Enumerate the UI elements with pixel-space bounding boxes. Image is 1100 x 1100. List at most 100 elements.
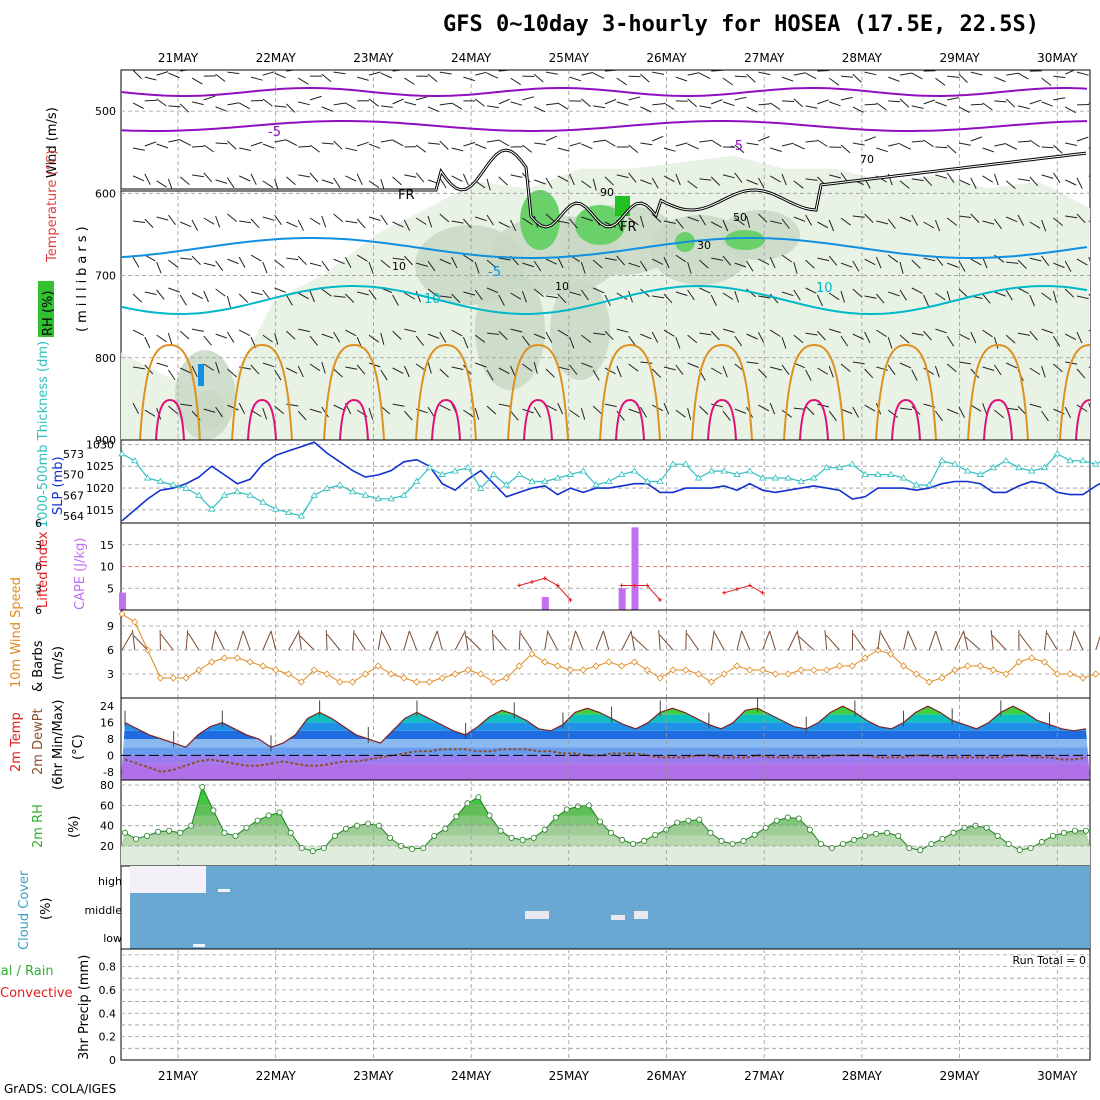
upper-wind-barb <box>404 77 415 85</box>
upper-wind-barb <box>215 288 226 297</box>
upper-wind-barb <box>652 71 665 75</box>
upper-wind-barb <box>380 139 393 143</box>
upper-wind-barb <box>203 290 209 303</box>
upper-wind-barb <box>179 294 187 306</box>
upper-wind-barb <box>805 369 812 381</box>
upper-wind-barb <box>203 144 214 153</box>
upper-wind-barb <box>357 291 369 296</box>
upper-wind-barb <box>887 336 893 349</box>
wind-speed-point <box>1002 670 1010 678</box>
rh-point <box>839 840 846 847</box>
upper-wind-barb <box>462 173 469 186</box>
upper-wind-barb <box>368 289 377 300</box>
upper-wind-barb <box>711 403 724 408</box>
dewpt-line <box>124 748 1087 773</box>
upper-wind-barb <box>286 221 298 228</box>
wind-speed-point <box>1040 658 1049 666</box>
thickness-point <box>810 474 818 481</box>
upper-wind-barb <box>828 292 840 301</box>
upper-wind-barb <box>545 213 556 223</box>
rh-point <box>177 829 184 836</box>
upper-wind-barb <box>982 402 988 415</box>
wind-speed-point <box>131 618 139 626</box>
upper-wind-barb <box>923 221 935 229</box>
upper-wind-barb <box>274 72 286 79</box>
upper-wind-barb <box>875 256 882 269</box>
contour-orange <box>875 343 937 440</box>
upper-wind-barb <box>699 72 711 80</box>
upper-wind-barb <box>946 217 958 226</box>
cape-bar <box>631 527 639 610</box>
rh-point <box>342 825 349 832</box>
upper-wind-barb <box>238 293 249 303</box>
wind-barb <box>352 629 355 651</box>
upper-wind-barb <box>486 405 497 415</box>
upper-wind-barb <box>356 173 363 186</box>
upper-wind-barb <box>191 101 204 106</box>
upper-wind-barb <box>817 367 828 375</box>
upper-wind-barb <box>427 333 440 339</box>
upper-wind-barb <box>923 367 935 375</box>
upper-wind-barb <box>864 213 874 223</box>
upper-wind-barb <box>569 173 575 186</box>
date-label-bottom: 30MAY <box>1037 1069 1078 1083</box>
upper-wind-barb <box>297 77 309 85</box>
wind-speed-point <box>528 650 536 658</box>
upper-wind-barb <box>356 218 366 229</box>
rh-point <box>619 836 626 843</box>
upper-wind-barb <box>545 331 553 343</box>
upper-wind-barb <box>687 72 700 76</box>
upper-wind-barb <box>1041 77 1052 86</box>
wind-barb <box>1069 630 1075 651</box>
contour-magenta <box>615 398 645 440</box>
upper-wind-barb <box>876 220 889 225</box>
upper-air-panel: -5 -5 FR FR -5 10 10 90 70 50 30 10 10 5… <box>38 69 1091 447</box>
upper-wind-barb <box>817 70 830 72</box>
upper-wind-barb <box>581 71 594 76</box>
rh-point <box>221 829 228 836</box>
wind-speed-point <box>605 658 613 666</box>
upper-wind-barb <box>1017 72 1029 80</box>
upper-wind-barb <box>250 291 263 296</box>
upper-wind-barb <box>533 288 544 297</box>
rh-shade-50 <box>475 270 545 390</box>
upper-wind-barb <box>1076 331 1083 344</box>
thickness-point <box>733 470 741 477</box>
upper-wind-barb <box>781 291 794 297</box>
rh-point <box>751 831 758 838</box>
date-label-top: 29MAY <box>939 51 980 65</box>
upper-wind-barb <box>309 172 319 183</box>
lifted-index-point <box>530 579 534 584</box>
upper-wind-barb <box>604 176 614 186</box>
upper-wind-barb <box>628 217 639 226</box>
upper-wind-barb <box>711 99 723 105</box>
upper-y-tick: 800 <box>95 352 116 365</box>
upper-wind-barb <box>533 106 546 113</box>
upper-wind-barb <box>770 147 782 152</box>
cloud-cover-plot: high middle low <box>84 866 1090 949</box>
wind-y-tick: 6 <box>107 644 114 657</box>
upper-wind-barb <box>474 289 483 300</box>
wind-barb <box>409 631 418 651</box>
upper-wind-barb <box>380 332 385 345</box>
wind-speed-point <box>336 678 344 686</box>
thickness-point <box>848 460 857 467</box>
wind-barb <box>769 630 776 651</box>
upper-wind-barb <box>227 140 237 150</box>
wind-speed-point <box>733 662 741 670</box>
upper-wind-barb <box>226 177 235 189</box>
wind-speed-point <box>669 666 677 674</box>
upper-wind-barb <box>592 178 597 191</box>
wind-speed-point <box>989 666 997 674</box>
precip-label-convective: Convective <box>0 986 73 1001</box>
thickness-point <box>284 508 293 516</box>
upper-wind-barb <box>392 98 404 105</box>
upper-wind-barb <box>958 333 971 340</box>
upper-wind-barb <box>829 174 841 179</box>
upper-wind-barb <box>958 406 966 418</box>
precip-y-tick: 0 <box>109 1054 116 1067</box>
upper-wind-barb <box>533 361 538 374</box>
upper-wind-barb <box>687 180 698 189</box>
upper-wind-barb <box>392 221 404 228</box>
upper-wind-barb <box>816 294 823 307</box>
